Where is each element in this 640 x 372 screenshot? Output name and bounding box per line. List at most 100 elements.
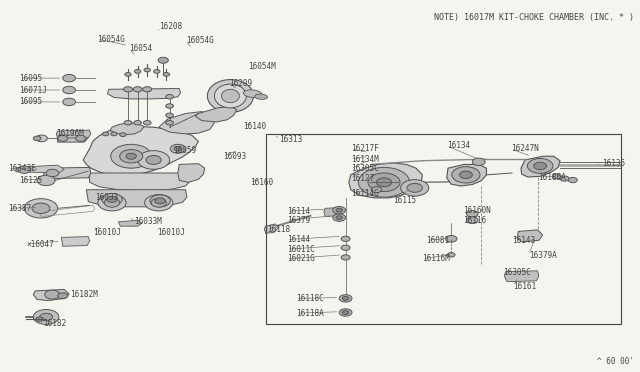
Circle shape <box>36 135 47 142</box>
Circle shape <box>138 151 170 169</box>
Circle shape <box>58 293 68 299</box>
Text: 16011C: 16011C <box>287 245 314 254</box>
Polygon shape <box>33 289 69 301</box>
Circle shape <box>333 214 346 221</box>
Text: 16140: 16140 <box>243 122 266 131</box>
Circle shape <box>146 155 161 164</box>
Circle shape <box>145 195 173 211</box>
Text: 16116M: 16116M <box>422 254 450 263</box>
Circle shape <box>111 144 152 168</box>
Polygon shape <box>324 208 340 217</box>
Circle shape <box>154 70 160 73</box>
Polygon shape <box>504 271 539 282</box>
Circle shape <box>527 158 553 173</box>
Circle shape <box>134 121 141 125</box>
Polygon shape <box>195 106 237 122</box>
Circle shape <box>534 162 547 170</box>
Text: 16182M: 16182M <box>70 290 98 299</box>
Circle shape <box>125 73 131 76</box>
Circle shape <box>166 104 173 108</box>
Circle shape <box>166 94 173 99</box>
Circle shape <box>134 70 141 73</box>
Text: 16054: 16054 <box>129 44 152 53</box>
Text: 16114: 16114 <box>287 207 310 216</box>
Text: 16033: 16033 <box>95 193 118 202</box>
Text: 16186A: 16186A <box>538 173 565 182</box>
Circle shape <box>102 193 122 205</box>
Text: 16059: 16059 <box>173 146 196 155</box>
Polygon shape <box>58 134 88 142</box>
Polygon shape <box>83 126 198 176</box>
Text: 16161: 16161 <box>513 282 536 291</box>
Circle shape <box>151 198 166 207</box>
Circle shape <box>143 121 151 125</box>
Polygon shape <box>56 130 91 138</box>
Circle shape <box>336 208 342 212</box>
Circle shape <box>407 183 422 192</box>
Circle shape <box>336 216 342 219</box>
Circle shape <box>467 211 478 217</box>
Text: 16305C: 16305C <box>503 268 531 277</box>
Circle shape <box>560 176 569 181</box>
Text: 16021G: 16021G <box>287 254 314 263</box>
Circle shape <box>124 121 132 125</box>
Text: 16379A: 16379A <box>529 251 556 260</box>
Circle shape <box>46 169 59 177</box>
Text: ^ 60 00': ^ 60 00' <box>596 357 634 366</box>
Ellipse shape <box>243 90 262 97</box>
Text: 16054M: 16054M <box>248 62 276 71</box>
Text: 16116: 16116 <box>463 216 486 225</box>
Circle shape <box>166 121 173 125</box>
Circle shape <box>32 203 50 214</box>
Ellipse shape <box>214 84 246 108</box>
Circle shape <box>58 135 68 141</box>
Circle shape <box>104 198 120 207</box>
Text: 16182: 16182 <box>44 319 67 328</box>
Text: 16144: 16144 <box>287 235 310 244</box>
Ellipse shape <box>207 80 253 112</box>
Circle shape <box>150 195 170 207</box>
Text: 16010J: 16010J <box>157 228 184 237</box>
Polygon shape <box>349 163 422 198</box>
Circle shape <box>36 317 44 321</box>
Circle shape <box>342 311 349 314</box>
Text: 16134: 16134 <box>447 141 470 150</box>
Circle shape <box>40 313 52 321</box>
Text: 16114G: 16114G <box>351 189 378 198</box>
Circle shape <box>452 167 480 183</box>
Text: 16118A: 16118A <box>296 309 323 318</box>
Circle shape <box>76 135 86 141</box>
Text: 16081: 16081 <box>426 236 449 245</box>
Circle shape <box>124 87 132 92</box>
Circle shape <box>107 196 117 202</box>
Text: 16135: 16135 <box>602 159 625 168</box>
Text: 16160: 16160 <box>250 178 273 187</box>
Polygon shape <box>86 190 187 207</box>
Text: 16127: 16127 <box>351 174 374 183</box>
Circle shape <box>63 74 76 82</box>
Text: NOTE) 16017M KIT-CHOKE CHAMBER (INC. * ): NOTE) 16017M KIT-CHOKE CHAMBER (INC. * ) <box>434 13 634 22</box>
Ellipse shape <box>221 89 239 103</box>
Polygon shape <box>118 220 142 226</box>
Circle shape <box>111 132 117 136</box>
Text: 16010J: 16010J <box>93 228 120 237</box>
Circle shape <box>24 199 58 218</box>
Circle shape <box>133 87 142 92</box>
Text: 16196M: 16196M <box>56 129 84 138</box>
Circle shape <box>102 132 109 136</box>
Polygon shape <box>159 112 214 134</box>
Text: 16033M: 16033M <box>134 217 162 226</box>
Text: 16247N: 16247N <box>511 144 538 153</box>
Text: 16125: 16125 <box>19 176 42 185</box>
Circle shape <box>170 144 186 153</box>
Circle shape <box>445 235 457 242</box>
Polygon shape <box>44 167 91 179</box>
Circle shape <box>358 167 410 197</box>
Circle shape <box>339 309 352 316</box>
Text: 16160N: 16160N <box>463 206 491 215</box>
Polygon shape <box>110 123 144 135</box>
Circle shape <box>144 68 150 72</box>
Circle shape <box>376 178 392 187</box>
Text: 16313: 16313 <box>279 135 302 144</box>
Circle shape <box>371 187 381 193</box>
